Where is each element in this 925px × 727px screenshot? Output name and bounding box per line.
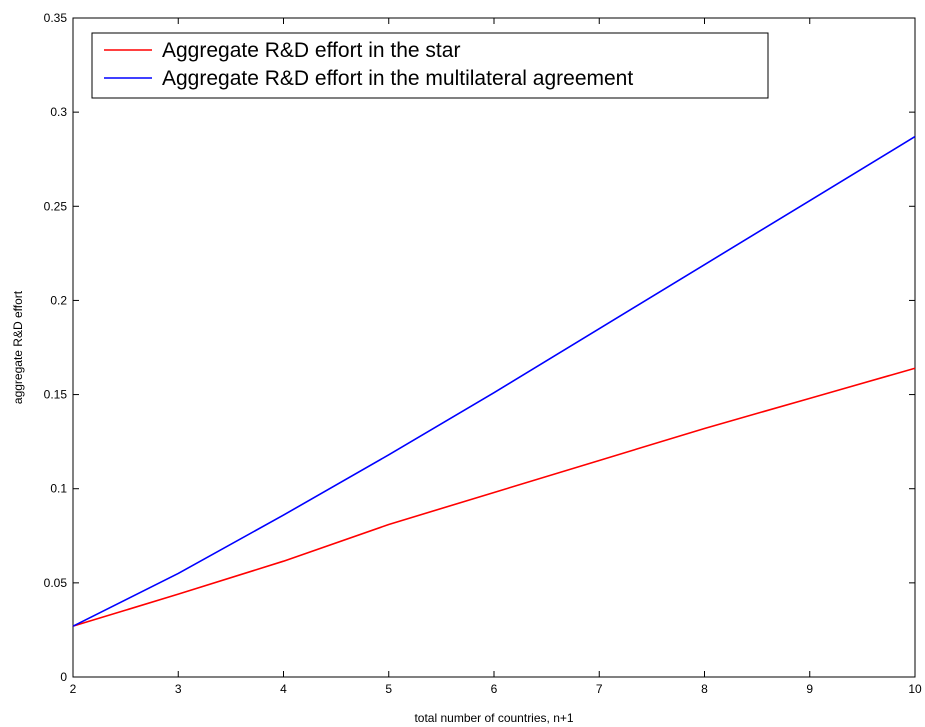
y-tick-label: 0	[60, 670, 67, 684]
y-tick-label: 0.3	[50, 105, 67, 119]
x-tick-label: 3	[175, 682, 182, 696]
x-tick-label: 5	[385, 682, 392, 696]
y-tick-label: 0.25	[44, 199, 68, 213]
x-tick-labels: 2 3 4 5 6 7 8 9 10	[70, 682, 922, 696]
series-line-multilateral	[72, 135, 916, 627]
x-tick-label: 10	[908, 682, 922, 696]
y-tick-labels: 0 0.05 0.1 0.15 0.2 0.25 0.3 0.35	[44, 11, 68, 684]
legend: Aggregate R&D effort in the star Aggrega…	[91, 32, 769, 99]
x-tick-label: 9	[806, 682, 813, 696]
y-axis-label: aggregate R&D effort	[11, 290, 25, 404]
x-tick-label: 2	[70, 682, 77, 696]
y-tick-label: 0.2	[50, 293, 67, 307]
x-tick-label: 4	[280, 682, 287, 696]
axis-ticks	[72, 17, 916, 678]
legend-label-multilateral: Aggregate R&D effort in the multilateral…	[162, 67, 633, 90]
series-line-star	[72, 367, 916, 627]
y-tick-label: 0.35	[44, 11, 68, 25]
legend-label-star: Aggregate R&D effort in the star	[162, 39, 460, 62]
y-tick-label: 0.15	[44, 388, 68, 402]
legend-box	[91, 32, 769, 99]
x-tick-label: 8	[701, 682, 708, 696]
x-axis-label: total number of countries, n+1	[414, 711, 573, 725]
series-lines	[72, 135, 916, 627]
x-tick-label: 6	[491, 682, 498, 696]
x-tick-label: 7	[596, 682, 603, 696]
y-tick-label: 0.1	[50, 482, 67, 496]
y-tick-label: 0.05	[44, 576, 68, 590]
